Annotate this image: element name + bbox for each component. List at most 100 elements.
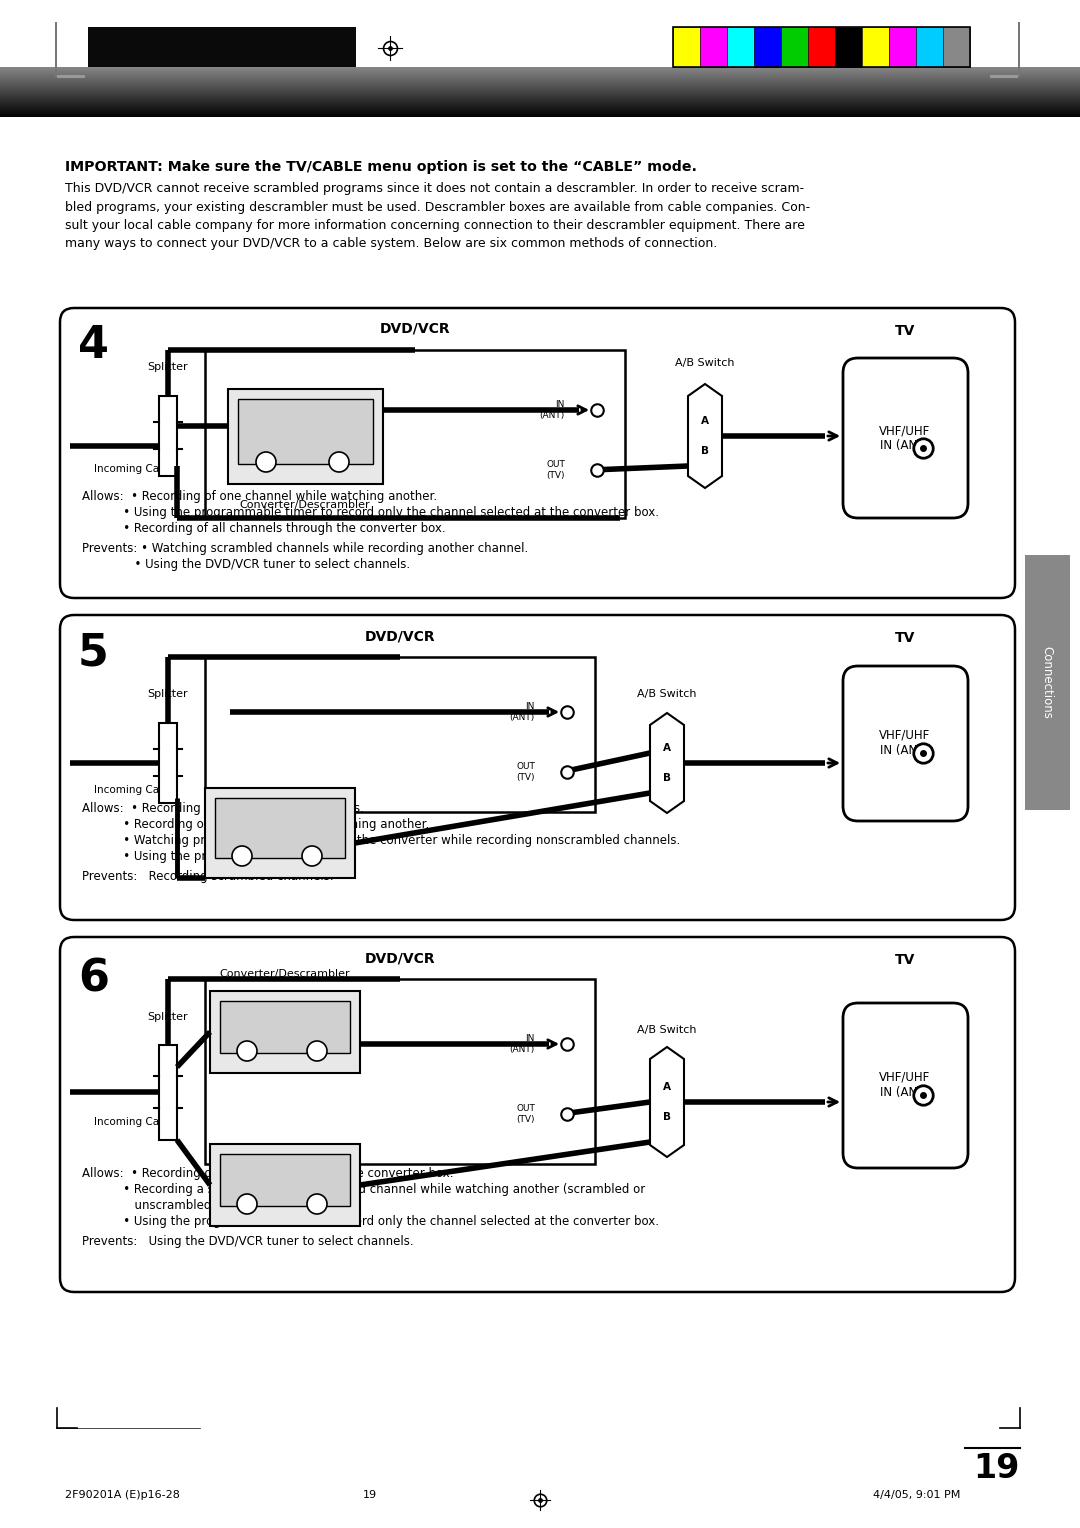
Text: TV: TV [895,953,915,967]
Bar [835,28,862,67]
Bar [808,28,835,67]
Bar [228,390,383,484]
Circle shape [232,847,252,866]
Text: IMPORTANT: Make sure the TV/CABLE menu option is set to the “CABLE” mode.: IMPORTANT: Make sure the TV/CABLE menu o… [65,160,697,174]
Text: OUT
(TV): OUT (TV) [516,1105,535,1123]
Text: • Using the DVD/VCR tuner to select channels.: • Using the DVD/VCR tuner to select chan… [82,558,410,571]
Text: IN
(ANT): IN (ANT) [510,1034,535,1054]
Text: Converter/Descrambler: Converter/Descrambler [240,500,370,510]
Text: Incoming Cable: Incoming Cable [94,465,176,474]
Bar [238,399,373,465]
Polygon shape [650,1047,684,1157]
Circle shape [256,452,276,472]
Text: This DVD/VCR cannot receive scrambled programs since it does not contain a descr: This DVD/VCR cannot receive scrambled pr… [65,182,810,251]
Text: Splitter: Splitter [148,689,188,698]
Circle shape [237,1041,257,1060]
Circle shape [307,1193,327,1215]
Text: A/B Switch: A/B Switch [637,689,697,698]
Bar [210,992,360,1073]
Text: Allows:  • Recording of nonscrambled channels.: Allows: • Recording of nonscrambled chan… [82,802,364,814]
Bar [159,396,177,477]
Text: • Watching premium channels through the converter while recording nonscrambled c: • Watching premium channels through the … [82,834,680,847]
Bar [889,28,916,67]
Text: 4/4/05, 9:01 PM: 4/4/05, 9:01 PM [873,1490,960,1500]
Text: Prevents: • Watching scrambled channels while recording another channel.: Prevents: • Watching scrambled channels … [82,542,528,555]
Bar [159,723,177,804]
Text: Splitter: Splitter [148,362,188,371]
Bar [862,28,889,67]
Text: DVD/VCR: DVD/VCR [365,630,435,643]
Bar [210,1144,360,1225]
FancyBboxPatch shape [60,309,1015,597]
FancyBboxPatch shape [843,666,968,821]
Text: OUT
(TV): OUT (TV) [546,460,565,480]
Text: IN
(ANT): IN (ANT) [540,400,565,420]
Bar [700,28,727,67]
Text: Converter/Descrambler: Converter/Descrambler [219,969,350,979]
Bar [87,28,356,67]
Bar [205,657,595,811]
Text: • Using the programmable timer.: • Using the programmable timer. [82,850,320,863]
Text: B: B [663,1112,671,1122]
FancyBboxPatch shape [60,937,1015,1293]
Text: 19: 19 [974,1452,1020,1485]
Text: 6: 6 [78,957,109,999]
Text: DVD/VCR: DVD/VCR [365,950,435,966]
Text: Prevents:   Recording scrambled channels.: Prevents: Recording scrambled channels. [82,869,334,883]
Bar [781,28,808,67]
Text: 4: 4 [78,324,109,367]
Text: • Recording of one channel while watching another.: • Recording of one channel while watchin… [82,817,429,831]
Circle shape [302,847,322,866]
Bar [1025,555,1070,810]
Text: B: B [701,446,708,455]
Bar [727,28,754,67]
Bar [754,28,781,67]
Text: Allows:  • Recording of one channel while watching another.: Allows: • Recording of one channel while… [82,490,437,503]
Text: Prevents:   Using the DVD/VCR tuner to select channels.: Prevents: Using the DVD/VCR tuner to sel… [82,1235,414,1248]
Text: A: A [663,743,671,753]
Text: 19: 19 [363,1490,377,1500]
Text: DVD/VCR: DVD/VCR [380,322,450,336]
Bar [0,0,1080,24]
Bar [943,28,970,67]
Text: A/B Switch: A/B Switch [675,358,734,368]
Circle shape [307,1041,327,1060]
Bar [673,28,700,67]
Text: • Recording of all channels through the converter box.: • Recording of all channels through the … [82,523,446,535]
Bar [220,1001,350,1053]
Text: Splitter: Splitter [148,1012,188,1022]
Text: Converter/Descrambler: Converter/Descrambler [215,817,346,828]
Text: 5: 5 [78,631,109,674]
FancyBboxPatch shape [60,614,1015,920]
Text: • Recording a scrambled or unscrambled channel while watching another (scrambled: • Recording a scrambled or unscrambled c… [82,1183,645,1196]
Text: TV: TV [895,324,915,338]
Text: VHF/UHF
IN (ANT): VHF/UHF IN (ANT) [879,729,931,756]
Text: OUT
(TV): OUT (TV) [516,762,535,782]
Text: 2F90201A (E)p16-28: 2F90201A (E)p16-28 [65,1490,180,1500]
Text: TV: TV [895,631,915,645]
Bar [220,1154,350,1206]
FancyBboxPatch shape [843,358,968,518]
Text: Incoming Cable: Incoming Cable [94,1117,176,1128]
Text: A: A [701,416,708,426]
Bar [1018,21,1020,76]
FancyBboxPatch shape [843,1002,968,1167]
Bar [57,75,85,78]
Bar [215,798,345,859]
Text: unscrambled) channel.: unscrambled) channel. [82,1199,270,1212]
Text: • Using the programmable timer to record only the channel selected at the conver: • Using the programmable timer to record… [82,506,659,520]
Text: Incoming Cable: Incoming Cable [94,785,176,795]
Bar [673,28,970,67]
Bar [205,788,355,879]
Bar [916,28,943,67]
Bar [159,1045,177,1140]
Text: Converter/Descrambler: Converter/Descrambler [219,1187,350,1196]
Text: VHF/UHF
IN (ANT): VHF/UHF IN (ANT) [879,423,931,452]
Text: • Using the programmable timer to record only the channel selected at the conver: • Using the programmable timer to record… [82,1215,659,1229]
Bar [990,75,1018,78]
Text: B: B [663,773,671,782]
Text: VHF/UHF
IN (ANT): VHF/UHF IN (ANT) [879,1071,931,1099]
Text: A/B Switch: A/B Switch [637,1025,697,1034]
Text: A: A [663,1082,671,1093]
Polygon shape [650,714,684,813]
